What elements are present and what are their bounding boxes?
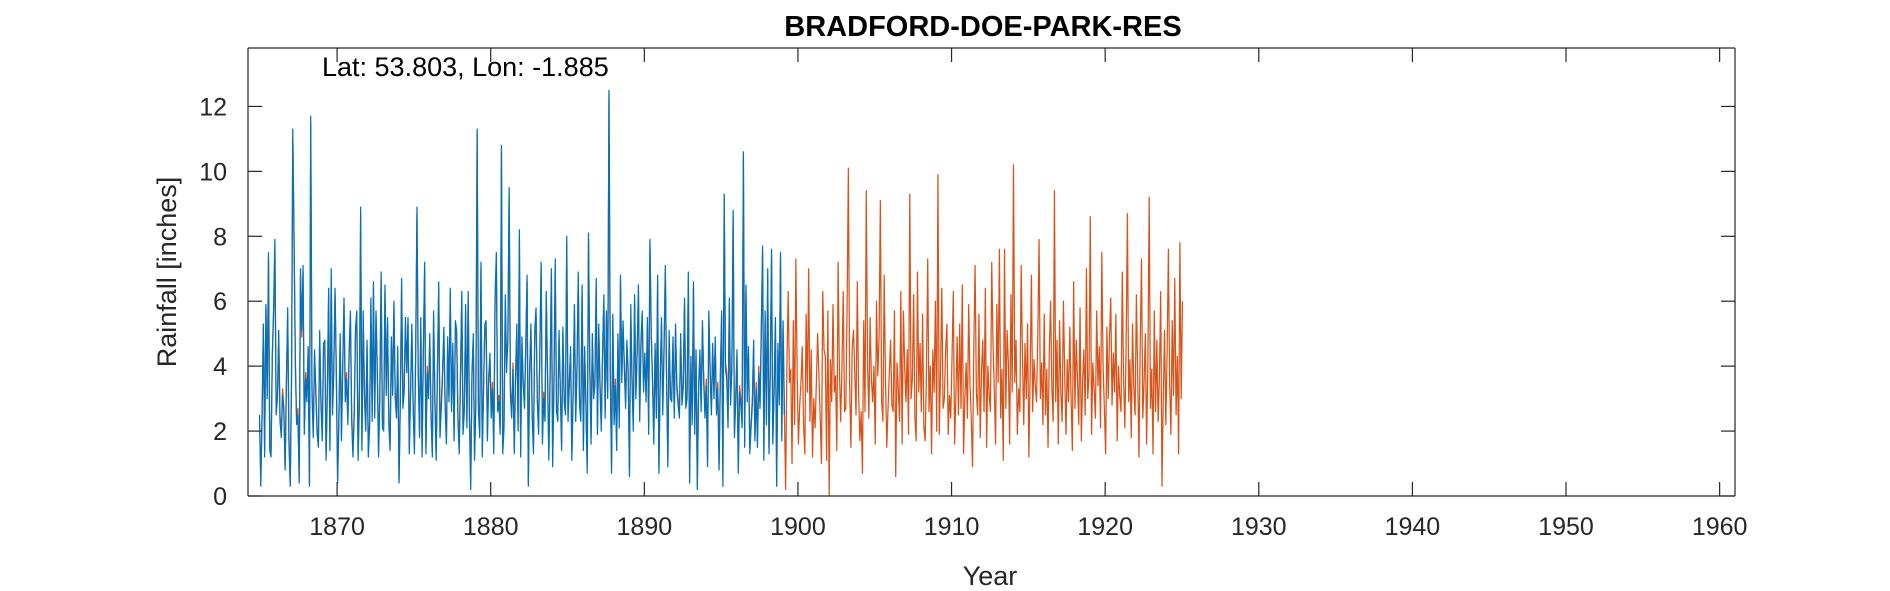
x-tick-label-1910: 1910 <box>924 513 980 541</box>
x-tick-label-1960: 1960 <box>1692 513 1748 541</box>
chart-title: BRADFORD-DOE-PARK-RES <box>784 11 1181 43</box>
y-tick-label-8: 8 <box>213 223 227 251</box>
y-tick-label-10: 10 <box>199 158 227 186</box>
y-tick-label-2: 2 <box>213 418 227 446</box>
axes-layer <box>247 47 1736 497</box>
series-layer <box>258 89 1184 497</box>
x-tick-label-1920: 1920 <box>1077 513 1133 541</box>
y-tick-label-12: 12 <box>199 93 227 121</box>
y-axis-label: Rainfall [inches] <box>152 177 182 368</box>
x-tick-label-1900: 1900 <box>770 513 826 541</box>
x-tick-label-1940: 1940 <box>1385 513 1441 541</box>
y-tick-label-0: 0 <box>213 483 227 511</box>
x-tick-label-1870: 1870 <box>309 513 365 541</box>
location-annotation: Lat: 53.803, Lon: -1.885 <box>322 52 609 82</box>
ticks-layer: 1870 1880 1890 1900 1910 1920 1930 1940 1950 1960… <box>199 48 1747 541</box>
x-axis-label: Year <box>963 561 1018 591</box>
x-tick-label-1890: 1890 <box>617 513 673 541</box>
series-line-2 <box>258 89 785 491</box>
y-tick-label-4: 4 <box>213 353 227 381</box>
x-tick-label-1930: 1930 <box>1231 513 1287 541</box>
x-tick-label-1950: 1950 <box>1538 513 1594 541</box>
y-tick-label-6: 6 <box>213 288 227 316</box>
x-tick-label-1880: 1880 <box>463 513 519 541</box>
